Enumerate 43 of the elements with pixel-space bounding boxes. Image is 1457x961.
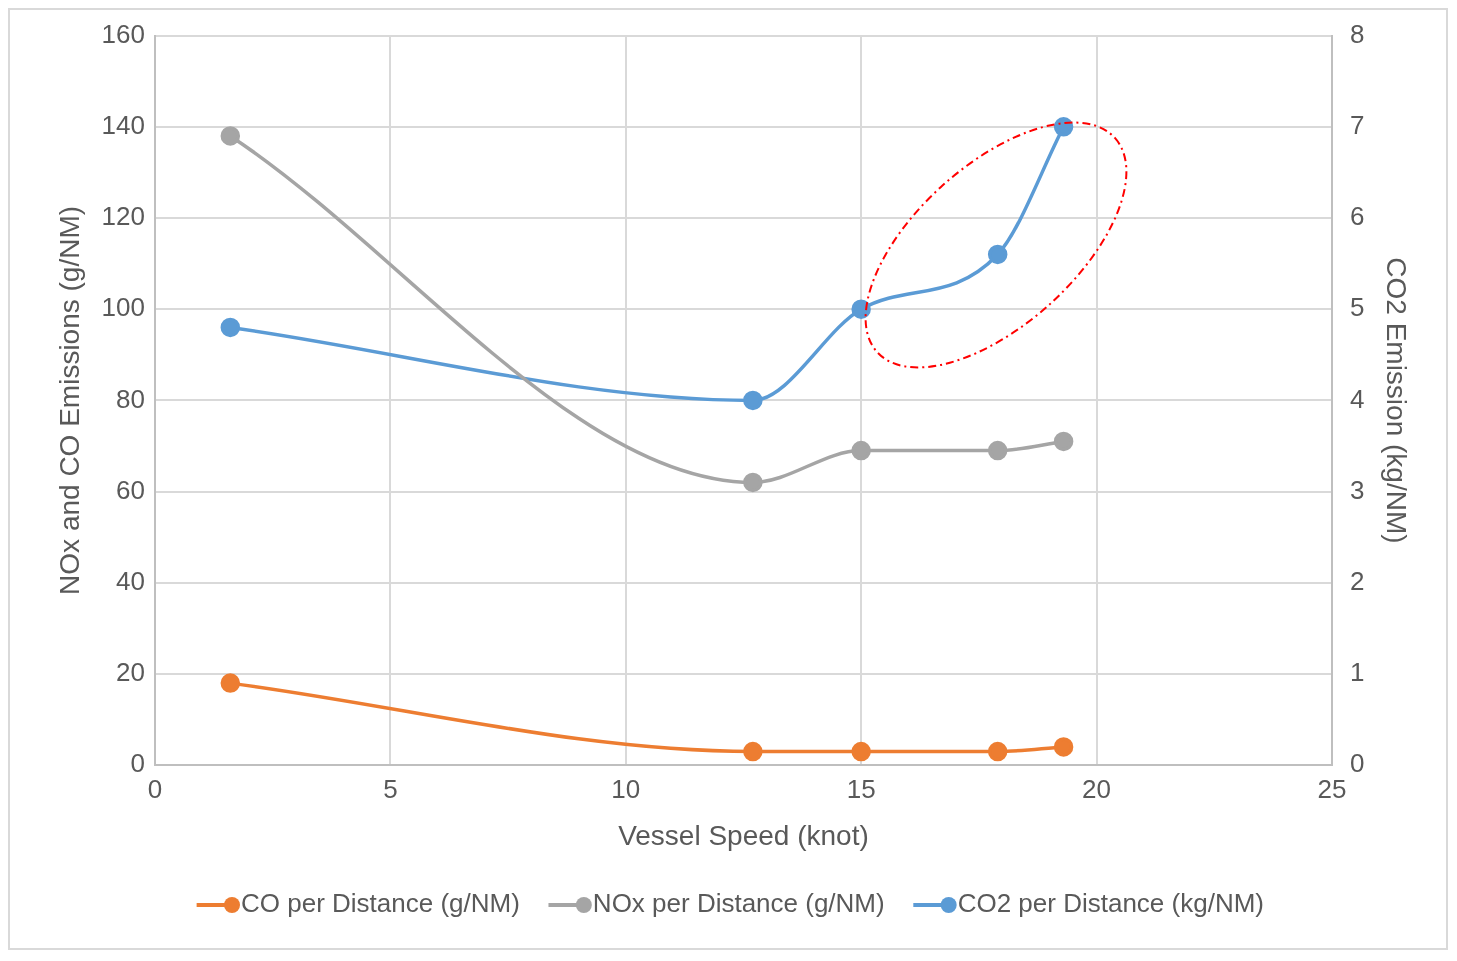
point [851, 299, 871, 319]
y2-tick-label: 2 [1349, 565, 1365, 596]
point [743, 741, 763, 762]
point [987, 741, 1008, 762]
y-tick-label: 60 [116, 474, 145, 505]
x-tick-label: 10 [611, 773, 641, 804]
point [987, 440, 1008, 461]
point [1053, 431, 1074, 452]
x-tick-label: 5 [383, 773, 398, 804]
legend-label: CO2 per Distance (kg/NM) [957, 888, 1264, 919]
x-tick-label: 15 [846, 773, 876, 804]
y2-tick-label: 4 [1349, 383, 1365, 414]
x-axis-title: Vessel Speed (knot) [618, 819, 869, 851]
y-tick-label: 20 [116, 657, 145, 688]
y2-tick-label: 6 [1349, 201, 1365, 232]
point [1053, 737, 1074, 757]
y2-tick-label: 3 [1349, 474, 1365, 505]
point [220, 126, 241, 146]
legend-label: NOx per Distance (g/NM) [592, 888, 885, 919]
point [987, 244, 1008, 265]
y2-tick-label: 8 [1349, 18, 1365, 49]
legend-label: CO per Distance (g/NM) [241, 888, 520, 919]
point [851, 440, 871, 461]
y-tick-label: 0 [130, 748, 145, 779]
y-tick-label: 160 [101, 18, 145, 49]
point [220, 673, 241, 693]
y2-tick-label: 0 [1349, 748, 1365, 779]
y2-tick-label: 1 [1349, 657, 1365, 688]
point [220, 317, 241, 338]
y-axis-title: NOx and CO Emissions (g/NM) [53, 205, 85, 595]
point [743, 390, 763, 411]
y2-axis-title: CO2 Emission (kg/NM) [1381, 257, 1413, 544]
y-tick-label: 80 [116, 383, 145, 414]
x-tick-label: 20 [1082, 773, 1112, 804]
point [743, 472, 763, 493]
point [851, 741, 871, 762]
y-tick-label: 140 [101, 109, 145, 140]
y-tick-label: 120 [101, 201, 145, 232]
y-tick-label: 40 [116, 565, 145, 596]
y2-tick-label: 7 [1349, 109, 1365, 140]
y-tick-label: 100 [101, 292, 145, 323]
y2-tick-label: 5 [1349, 292, 1365, 323]
x-tick-label: 25 [1317, 773, 1347, 804]
